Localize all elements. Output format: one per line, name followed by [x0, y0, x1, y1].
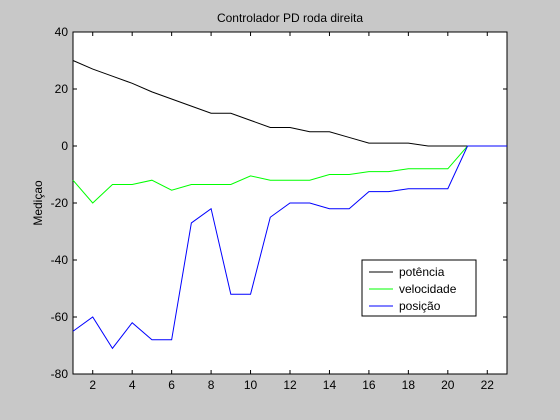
y-axis-label: Mediçao [31, 180, 45, 226]
series-line-2 [72, 145, 507, 204]
x-tick-label: 12 [283, 378, 297, 392]
y-tick-label: -40 [51, 253, 69, 267]
x-tick-label: 14 [323, 378, 337, 392]
x-tick-label: 8 [208, 378, 215, 392]
y-tick-label: 40 [55, 25, 69, 39]
x-tick-label: 6 [168, 378, 175, 392]
x-tick-label: 10 [244, 378, 258, 392]
legend-label: velocidade [399, 282, 457, 296]
x-axis: 2 4 6 8 10 12 14 16 18 20 22 [89, 32, 494, 392]
series-layer [72, 60, 507, 350]
x-tick-label: 2 [89, 378, 96, 392]
x-tick-label: 16 [362, 378, 376, 392]
x-tick-label: 18 [402, 378, 416, 392]
legend-label: posição [399, 299, 441, 313]
y-axis: -80 -60 -40 -20 0 20 40 [51, 25, 507, 381]
x-tick-label: 4 [129, 378, 136, 392]
legend-label: potência [399, 265, 445, 279]
y-tick-label: 0 [61, 139, 68, 153]
legend: potência velocidade posição [361, 259, 477, 317]
y-tick-label: -80 [51, 367, 69, 381]
legend-box [361, 259, 477, 317]
series-line-3 [72, 145, 507, 350]
y-tick-label: -60 [51, 310, 69, 324]
y-tick-label: 20 [55, 82, 69, 96]
x-tick-label: 20 [441, 378, 455, 392]
y-tick-label: -20 [51, 196, 69, 210]
chart-title: Controlador PD roda direita [217, 11, 363, 25]
series-line-1 [72, 60, 507, 147]
x-tick-label: 22 [481, 378, 495, 392]
